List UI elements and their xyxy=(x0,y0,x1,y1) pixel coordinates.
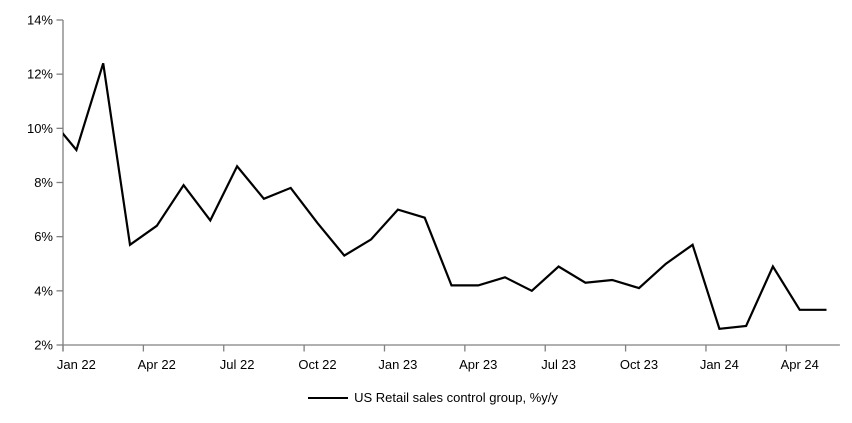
x-tick-label: Apr 24 xyxy=(781,357,819,372)
x-tick-label: Oct 22 xyxy=(298,357,336,372)
y-tick-label: 14% xyxy=(27,13,53,28)
x-tick-label: Jan 24 xyxy=(700,357,739,372)
x-tick-label: Jul 22 xyxy=(220,357,255,372)
data-line xyxy=(63,62,827,330)
legend-line-sample xyxy=(308,396,349,399)
legend: US Retail sales control group, %y/y xyxy=(0,389,852,406)
x-tick-label: Jan 23 xyxy=(378,357,417,372)
legend-label: US Retail sales control group, %y/y xyxy=(354,390,558,405)
x-tick-label: Apr 23 xyxy=(459,357,497,372)
y-tick-label: 12% xyxy=(27,67,53,82)
y-tick-label: 8% xyxy=(34,175,53,190)
y-tick-label: 4% xyxy=(34,283,53,298)
x-tick-label: Oct 23 xyxy=(620,357,658,372)
y-tick-label: 2% xyxy=(34,338,53,353)
y-tick-label: 10% xyxy=(27,121,53,136)
x-tick-label: Jan 22 xyxy=(57,357,96,372)
x-tick-label: Jul 23 xyxy=(541,357,576,372)
y-tick-label: 6% xyxy=(34,229,53,244)
x-tick-label: Apr 22 xyxy=(138,357,176,372)
